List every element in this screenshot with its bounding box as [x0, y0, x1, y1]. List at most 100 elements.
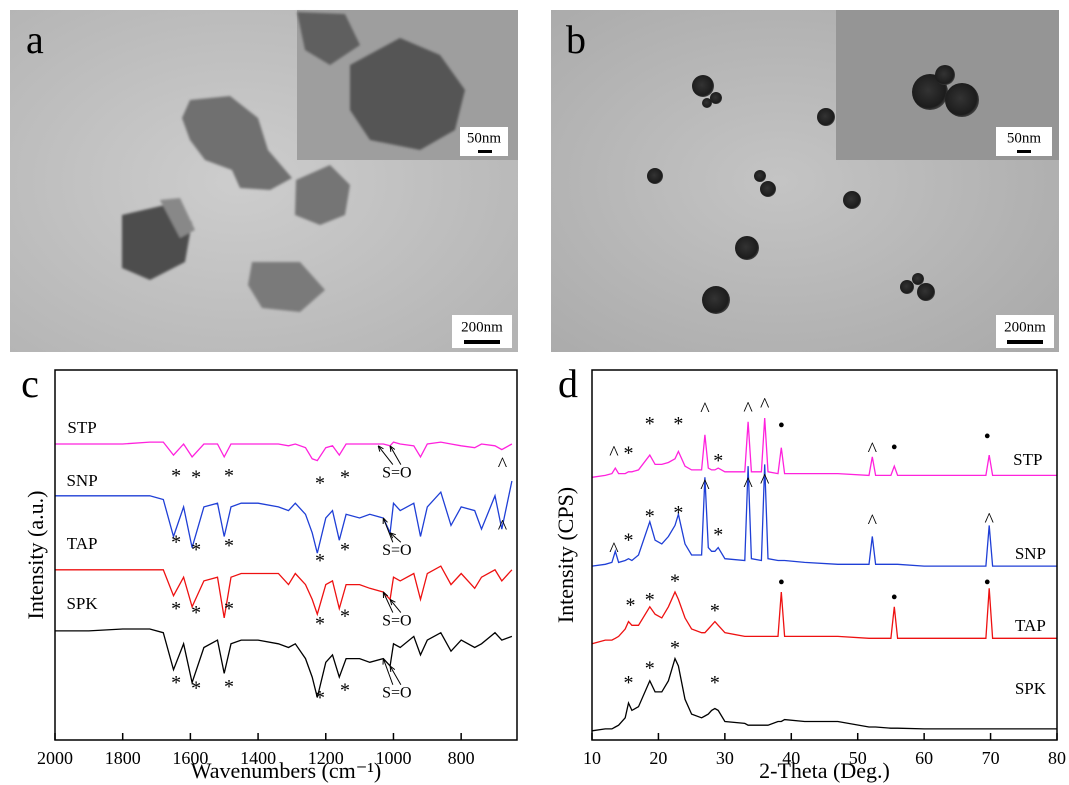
- peak-annotation: *: [340, 539, 350, 561]
- peak-annotation: *: [645, 413, 655, 435]
- panel-label: a: [26, 17, 44, 62]
- peak-annotation: S=O: [382, 464, 411, 481]
- peak-annotation: *: [315, 613, 325, 635]
- peak-annotation: *: [713, 524, 723, 546]
- peak-annotation: ^: [609, 443, 619, 465]
- peak-annotation: *: [670, 570, 680, 592]
- arrow: [390, 446, 401, 465]
- x-tick-label: 1800: [105, 748, 141, 768]
- peak-annotation: *: [645, 506, 655, 528]
- peak-annotation: ^: [760, 395, 770, 417]
- peak-annotation: *: [340, 679, 350, 701]
- scale-bar: [478, 150, 492, 153]
- panel-label: d: [558, 361, 578, 406]
- peak-annotation: *: [624, 443, 634, 465]
- peak-annotation: *: [191, 602, 201, 624]
- peak-annotation: *: [626, 594, 636, 616]
- peak-annotation: *: [673, 502, 683, 524]
- peak-annotation: •: [778, 572, 785, 594]
- scale-label: 200nm: [1004, 319, 1046, 335]
- series-label: SPK: [66, 594, 98, 613]
- peak-annotation: ^: [760, 470, 770, 492]
- x-tick-label: 20: [649, 748, 667, 768]
- peak-annotation: *: [645, 589, 655, 611]
- series-label: SPK: [1015, 679, 1047, 698]
- peak-annotation: *: [224, 598, 234, 620]
- peak-annotation: •: [778, 415, 785, 437]
- scale-bar: [1007, 340, 1043, 344]
- spectrum-line: [592, 659, 1057, 731]
- scale-bar: [1017, 150, 1031, 153]
- spectrum-line: [592, 588, 1057, 644]
- figure: a 50nm 200nm b 50nm 200nm c STP SNP TAP SPK *…: [0, 0, 1069, 785]
- panel-label: b: [566, 17, 586, 62]
- x-axis-label: Wavenumbers (cm⁻¹): [191, 758, 382, 783]
- peak-annotation: ^: [868, 511, 878, 533]
- scale-label: 200nm: [461, 319, 503, 335]
- x-tick-label: 2000: [37, 748, 73, 768]
- spectrum-line: [55, 481, 512, 553]
- scale-label: 50nm: [467, 130, 502, 146]
- x-tick-label: 60: [915, 748, 933, 768]
- peak-annotation: *: [315, 472, 325, 494]
- peak-annotation: S=O: [382, 542, 411, 559]
- peak-annotation: ^: [609, 539, 619, 561]
- x-axis-label: 2-Theta (Deg.): [759, 758, 890, 783]
- peak-annotation: ^: [743, 474, 753, 496]
- panel-label: c: [21, 361, 39, 406]
- peak-annotation: *: [224, 676, 234, 698]
- spectrum-line: [55, 566, 512, 618]
- peak-annotation: *: [315, 687, 325, 709]
- spectrum-line: [55, 442, 512, 461]
- peak-annotation: *: [171, 531, 181, 553]
- peak-annotation: ^: [498, 454, 508, 476]
- peak-annotation: *: [191, 539, 201, 561]
- peak-annotation: S=O: [382, 684, 411, 701]
- peak-annotation: *: [624, 530, 634, 552]
- peak-annotation: *: [710, 600, 720, 622]
- peak-annotation: ^: [498, 517, 508, 539]
- peak-annotation: •: [984, 572, 991, 594]
- series-label: STP: [1013, 450, 1042, 469]
- series-label: STP: [67, 418, 96, 437]
- x-tick-label: 10: [583, 748, 601, 768]
- peak-annotation: *: [191, 678, 201, 700]
- peak-annotation: *: [673, 413, 683, 435]
- peak-annotation: *: [713, 450, 723, 472]
- peak-annotation: *: [624, 672, 634, 694]
- peak-annotation: *: [171, 465, 181, 487]
- scale-label: 50nm: [1007, 130, 1042, 146]
- peak-annotation: *: [710, 672, 720, 694]
- spectrum-line: [55, 629, 512, 698]
- x-tick-label: 800: [448, 748, 475, 768]
- peak-annotation: *: [224, 535, 234, 557]
- peak-annotation: *: [340, 467, 350, 489]
- y-axis-label: Intensity (CPS): [553, 487, 578, 623]
- peak-annotation: ^: [868, 439, 878, 461]
- tem-image-b: [551, 10, 1059, 352]
- plot-frame: [55, 370, 517, 740]
- peak-annotation: *: [171, 598, 181, 620]
- x-tick-label: 30: [716, 748, 734, 768]
- peak-annotation: ^: [700, 476, 710, 498]
- peak-annotation: *: [340, 605, 350, 627]
- x-tick-label: 80: [1048, 748, 1066, 768]
- series-label: TAP: [1015, 616, 1046, 635]
- peak-annotation: *: [645, 657, 655, 679]
- arrow: [383, 659, 393, 685]
- peak-annotation: •: [891, 587, 898, 609]
- x-tick-label: 70: [982, 748, 1000, 768]
- y-axis-label: Intensity (a.u.): [23, 491, 48, 620]
- tem-image-a: [10, 10, 518, 352]
- peak-annotation: *: [315, 550, 325, 572]
- scale-bar: [464, 340, 500, 344]
- peak-annotation: ^: [743, 398, 753, 420]
- peak-annotation: *: [171, 672, 181, 694]
- series-label: TAP: [67, 534, 98, 553]
- series-label: SNP: [1015, 544, 1046, 563]
- peak-annotation: •: [984, 426, 991, 448]
- peak-annotation: *: [191, 467, 201, 489]
- peak-annotation: S=O: [382, 612, 411, 629]
- peak-annotation: •: [891, 437, 898, 459]
- peak-annotation: ^: [700, 399, 710, 421]
